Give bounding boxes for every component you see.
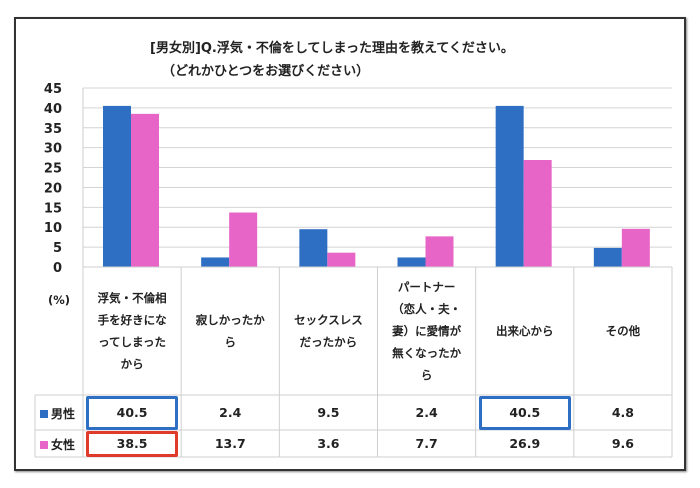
data-label: 40.5 <box>509 404 541 420</box>
bar-female <box>523 159 552 267</box>
category-label: パートナー（恋人・夫・妻）に愛情が無くなったから <box>392 280 462 382</box>
y-tick-label: 30 <box>44 142 62 157</box>
category-label: その他 <box>605 324 641 338</box>
y-tick-label: 45 <box>44 82 62 97</box>
data-label: 3.6 <box>317 435 340 451</box>
legend-female: 女性 <box>40 436 75 453</box>
category-label: 浮気・不倫相手を好きになってしまったから <box>97 291 167 371</box>
legend-male: 男性 <box>40 405 75 422</box>
y-tick-label: 20 <box>44 181 62 196</box>
y-tick-label: 15 <box>44 201 62 216</box>
legend-swatch <box>40 409 48 418</box>
data-label: 7.7 <box>415 435 438 451</box>
data-label: 2.4 <box>219 404 242 420</box>
bar-male <box>201 257 230 267</box>
data-label: 4.8 <box>611 404 634 420</box>
bar-female <box>425 236 454 267</box>
bar-female <box>621 228 650 267</box>
bar-male <box>103 105 131 268</box>
data-label: 9.6 <box>611 435 634 451</box>
data-label: 9.5 <box>317 404 340 420</box>
y-tick-label: 35 <box>44 122 62 137</box>
y-tick-label: 0 <box>53 261 62 276</box>
bar-female <box>327 252 356 267</box>
highlight-box <box>86 431 179 457</box>
bar-male <box>495 105 524 268</box>
category-label: セックスレスだったから <box>294 313 363 349</box>
category-label: 出来心から <box>495 324 554 338</box>
data-label: 2.4 <box>415 404 438 420</box>
y-unit-label: (%) <box>47 293 71 307</box>
legend-label: 男性 <box>51 407 76 421</box>
bar-male <box>593 247 622 267</box>
bar-female <box>229 212 258 267</box>
y-tick-label: 25 <box>44 162 62 177</box>
data-label: 26.9 <box>509 435 541 451</box>
data-label: 38.5 <box>116 435 148 451</box>
bar-male <box>299 229 328 267</box>
category-label: 寂しかったから <box>195 313 265 349</box>
chart-title: [男女別]Q.浮気・不倫をしてしまった理由を教えてください。 <box>150 41 514 56</box>
data-label: 40.5 <box>116 404 148 420</box>
chart-subtitle: （どれかひとつをお選びください） <box>162 64 370 79</box>
bar-male <box>397 257 426 267</box>
y-tick-label: 40 <box>44 102 62 117</box>
y-tick-label: 10 <box>44 221 62 236</box>
data-label: 13.7 <box>214 435 246 451</box>
bar-female <box>131 113 159 267</box>
y-tick-label: 5 <box>53 241 62 256</box>
highlight-box <box>478 396 571 430</box>
legend-swatch <box>40 440 48 449</box>
highlight-box <box>86 396 179 430</box>
legend-label: 女性 <box>51 438 76 452</box>
